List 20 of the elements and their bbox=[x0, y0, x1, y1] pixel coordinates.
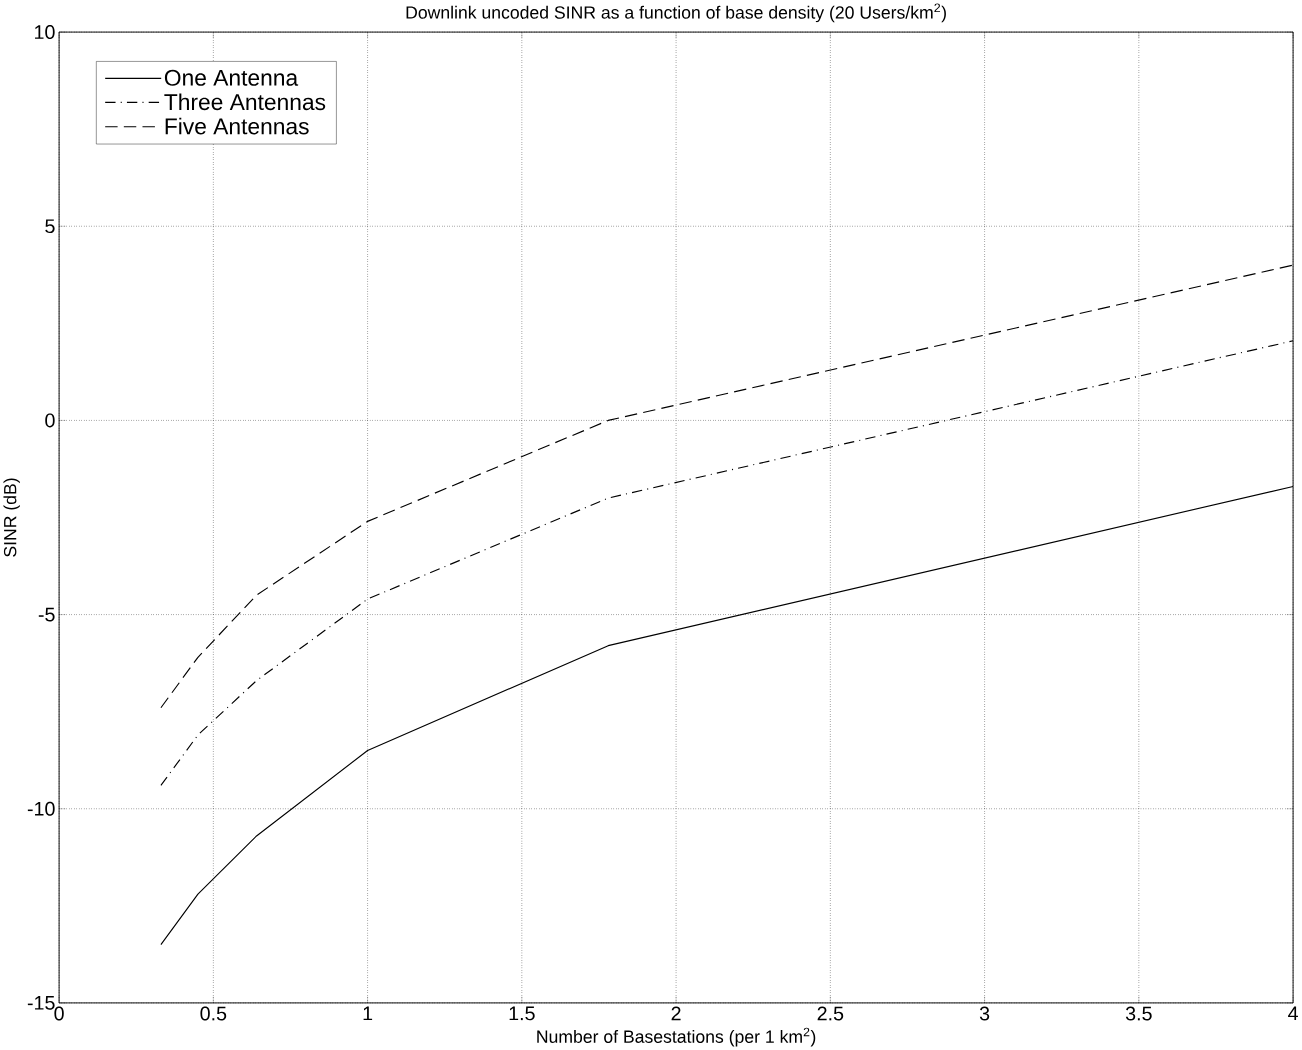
y-tick-label: 0 bbox=[45, 413, 55, 428]
x-tick-label: 4 bbox=[1288, 1006, 1298, 1021]
legend-label: One Antenna bbox=[164, 69, 299, 86]
x-tick-label: 1 bbox=[363, 1006, 373, 1021]
y-tick-label: -5 bbox=[38, 607, 55, 622]
x-tick-label: 2.5 bbox=[817, 1006, 844, 1021]
x-tick-label: 3 bbox=[979, 1006, 990, 1021]
y-tick-label: 10 bbox=[35, 25, 55, 40]
legend-label: Three Antennas bbox=[164, 93, 326, 111]
chart-title: Downlink uncoded SINR as a function of base density (20 Users/km$^{2}$) bbox=[406, 3, 946, 23]
y-axis-title: SINR (dB) bbox=[3, 478, 20, 557]
x-tick-label: 0.5 bbox=[200, 1006, 227, 1021]
legend-label: Five Antennas bbox=[165, 117, 309, 135]
y-tick-label: -10 bbox=[27, 801, 55, 816]
x-tick-label: 3.5 bbox=[1125, 1006, 1152, 1021]
x-axis-title: Number of Basestations (per 1 km$^{2}$) bbox=[537, 1027, 816, 1047]
y-tick-label: 5 bbox=[45, 219, 55, 234]
y-tick-label: -15 bbox=[27, 996, 55, 1010]
x-tick-label: 2 bbox=[671, 1006, 681, 1021]
x-tick-label: 1.5 bbox=[509, 1006, 535, 1021]
